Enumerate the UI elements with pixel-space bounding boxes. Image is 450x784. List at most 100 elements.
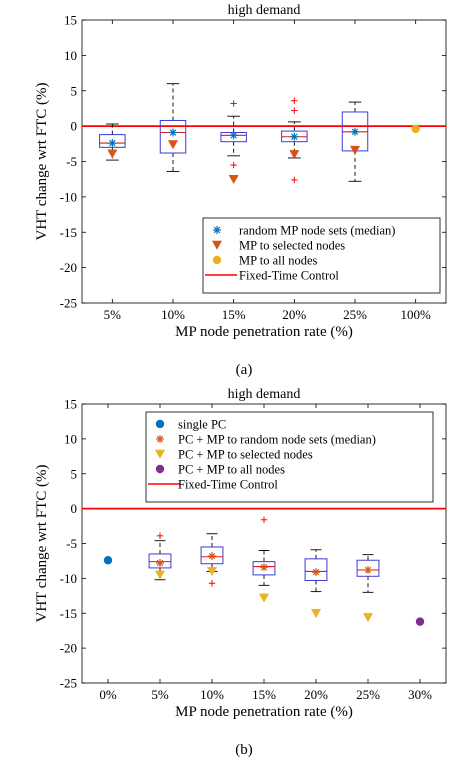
y-tick-label: -25 [60,296,77,311]
y-tick-label: -20 [60,641,77,656]
legend-label: PC + MP to all nodes [178,463,285,477]
data-point [311,609,321,618]
chart-title: high demand [228,387,301,402]
outlier-point [230,161,237,169]
x-tick-label: 100% [400,307,431,322]
box-iqr [148,553,172,569]
x-tick-label: 15% [252,687,276,702]
data-point [208,552,216,561]
legend-label: single PC [178,418,226,432]
x-axis-label: MP node penetration rate (%) [175,324,353,340]
data-point [229,131,238,140]
legend-marker [156,435,164,443]
outlier-point [208,580,216,587]
data-point-stroke-3 [109,139,116,147]
data-point-stroke-3 [230,132,237,139]
x-tick-label: 20% [304,687,328,702]
data-point [168,140,178,150]
y-tick-label: -15 [60,606,77,621]
data-point [312,568,320,577]
figure-caption: (a) [236,362,253,378]
data-point-stroke-3 [291,133,298,140]
data-point [351,127,359,136]
box-iqr [99,134,126,148]
outlier-point [260,516,268,523]
y-tick-label: 5 [71,466,78,481]
legend-marker [212,240,222,250]
outlier-point [291,176,298,184]
y-tick-label: -25 [60,676,77,691]
data-point [228,174,239,184]
data-point [363,613,373,623]
box-iqr [356,559,380,577]
data-point-stroke-3 [351,128,359,136]
y-tick-label: 0 [71,501,78,516]
data-point [290,132,299,141]
legend-marker [155,419,165,429]
data-point [103,556,113,565]
y-tick-label: -15 [60,225,77,240]
data-point [259,593,269,603]
data-point-stroke-3 [364,566,372,574]
y-axis-label: VHT change wrt FTC (%) [34,464,50,622]
y-tick-label: 10 [64,48,77,63]
outlier-point [156,532,164,540]
data-point [108,139,117,148]
y-tick-label: -5 [66,536,77,551]
data-point [156,559,164,568]
legend-marker-stroke-3 [156,435,164,443]
legend-label: MP to all nodes [239,254,317,268]
data-point [411,124,420,134]
y-tick-label: -20 [60,260,77,275]
y-tick-label: -10 [60,571,77,586]
legend-marker [212,255,222,265]
y-tick-label: -10 [60,189,77,204]
legend-marker [155,449,165,459]
x-tick-label: 25% [343,307,367,322]
x-tick-label: 10% [161,307,185,322]
y-tick-label: 15 [64,13,77,28]
x-tick-label: 10% [200,687,224,702]
data-point [169,128,177,137]
data-point [350,145,360,155]
legend-box [202,217,441,294]
data-point [207,567,217,577]
y-axis-label: VHT change wrt FTC (%) [34,82,50,240]
legend-label: PC + MP to selected nodes [178,448,313,462]
x-axis-label: MP node penetration rate (%) [175,704,353,720]
data-point [107,149,118,159]
box-iqr [200,546,224,565]
box-iqr [252,561,276,576]
legend-box [145,411,434,503]
legend-marker [213,226,221,234]
data-point [415,617,425,626]
data-point-stroke-3 [156,559,164,567]
legend-label: MP to selected nodes [239,239,345,253]
x-tick-label: 15% [222,307,246,322]
x-tick-label: 20% [282,307,306,322]
outlier-point [230,100,237,107]
data-point-stroke-3 [169,129,177,136]
legend-label: Fixed-Time Control [239,269,339,283]
data-point [364,566,372,575]
outlier-point [291,97,298,104]
legend-label: PC + MP to random node sets (median) [178,433,376,447]
y-tick-label: 10 [64,431,77,446]
data-point-stroke-3 [312,568,320,576]
data-point-stroke-3 [260,563,268,571]
box-iqr [159,119,187,154]
y-tick-label: 15 [64,397,77,412]
y-tick-label: 0 [71,119,78,134]
y-tick-label: 5 [71,83,78,98]
data-point [260,563,268,572]
chart-title: high demand [228,3,301,18]
legend-label: Fixed-Time Control [178,478,278,492]
legend-label: random MP node sets (median) [239,224,395,238]
legend-marker [155,464,165,474]
figure-caption: (b) [235,742,253,758]
x-tick-label: 0% [99,687,117,702]
data-point [155,570,165,580]
outlier-point [291,107,298,114]
box-iqr [304,558,328,581]
